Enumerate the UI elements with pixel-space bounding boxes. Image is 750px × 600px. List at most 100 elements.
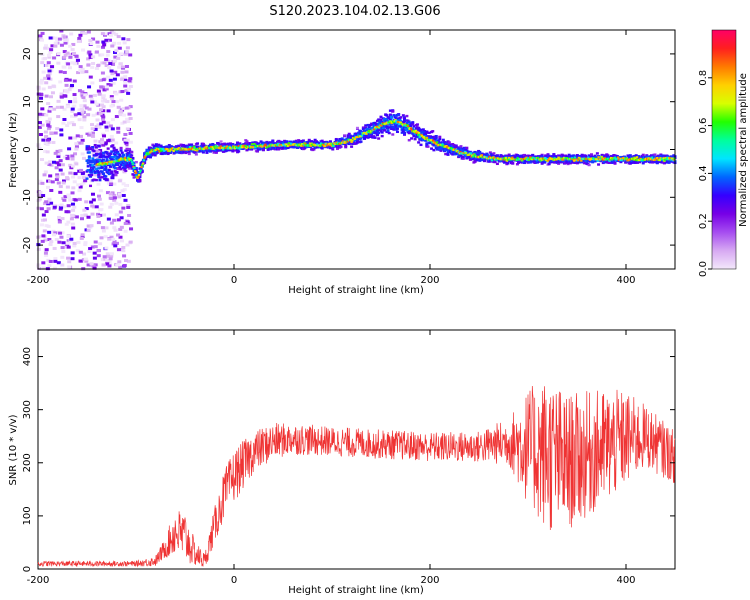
spectrogram-cell <box>75 249 80 253</box>
spectrogram-cell <box>125 138 130 142</box>
spectrogram-ridge-cell <box>445 144 448 147</box>
spectrogram-cell <box>45 138 50 142</box>
spectrogram-cell <box>120 160 124 163</box>
spectrogram-cell <box>79 126 84 130</box>
spectrogram-cell <box>407 131 411 135</box>
spectrogram-cell <box>112 196 117 200</box>
spectrogram-cell <box>112 218 117 222</box>
spectrogram-cell <box>93 172 98 176</box>
spectrogram-cell <box>109 182 114 186</box>
spectrogram-cell <box>367 132 371 135</box>
spectrogram-cell <box>40 61 45 65</box>
spectrogram-cell <box>102 98 107 102</box>
spectrogram-cell <box>101 158 105 161</box>
spectrogram-cell <box>123 75 128 79</box>
spectrogram-ridge-cell <box>127 157 131 160</box>
spectrogram-cell <box>123 132 128 136</box>
spectrogram-cell <box>92 166 96 169</box>
spectrogram-cell <box>81 181 86 185</box>
spectrogram-cell <box>116 167 121 171</box>
spectrogram-ridge-cell <box>289 144 292 147</box>
spectrogram-ridge-cell <box>209 147 212 150</box>
spectrogram-cell <box>105 167 110 171</box>
spectrogram-cell <box>111 31 116 35</box>
spectrogram-cell <box>107 172 111 176</box>
spectrogram-ridge-cell <box>329 144 332 147</box>
spectrogram-cell <box>403 131 407 135</box>
spectrogram-cell <box>655 161 659 165</box>
spectrogram-cell <box>108 180 113 184</box>
spectrogram-cell <box>307 138 311 142</box>
spectrogram-cell <box>504 160 508 164</box>
spectrogram-cell <box>79 236 84 240</box>
spectrogram-ridge-cell <box>409 127 413 130</box>
spectrogram-cell <box>92 149 96 153</box>
spectrogram-cell <box>53 151 58 155</box>
spectrogram-ridge-cell <box>395 120 398 123</box>
spectrogram-cell <box>111 63 116 67</box>
spectrogram-cell <box>268 147 272 151</box>
spectrogram-cell <box>61 181 66 185</box>
spectrogram-cell <box>374 123 378 126</box>
spectrogram-cell <box>106 121 111 125</box>
spectrogram-cell <box>149 146 153 150</box>
spectrogram-cell <box>117 179 122 183</box>
spectrogram-cell <box>89 42 94 46</box>
spectrogram-ridge-cell <box>536 156 540 159</box>
spectrogram-cell <box>90 123 95 127</box>
spectrogram-cell <box>90 192 95 196</box>
spectrogram-cell <box>116 163 120 166</box>
spectrogram-cell <box>47 162 52 166</box>
spectrogram-cell <box>116 263 121 267</box>
spectrogram-ridge-cell <box>414 129 418 132</box>
spectrogram-ridge-cell <box>540 157 543 160</box>
spectrogram-cell <box>597 163 601 166</box>
spectrogram-cell <box>116 35 121 39</box>
spectrogram-cell <box>90 212 95 216</box>
spectrogram-cell <box>82 208 87 212</box>
spectrogram-cell <box>120 121 125 125</box>
spectrogram-cell <box>36 87 41 91</box>
spectrogram-cell <box>405 121 409 125</box>
spectrogram-cell <box>53 259 58 263</box>
spectrogram-cell <box>137 177 141 181</box>
spectrogram-ridge-cell <box>154 149 157 152</box>
spectrogram-cell <box>69 166 74 170</box>
spectrogram-cell <box>118 210 123 214</box>
spectrogram-ridge-cell <box>333 143 337 146</box>
figure-title: S120.2023.104.02.13.G06 <box>269 4 440 19</box>
spectrogram-cell <box>86 113 91 117</box>
spectrogram-ridge-cell <box>138 171 142 174</box>
spectrogram-cell <box>371 127 375 130</box>
spectrogram-cell <box>122 254 127 258</box>
spectrogram-cell <box>114 213 119 217</box>
spectrogram-cell <box>109 235 114 239</box>
spectrogram-cell <box>401 121 405 124</box>
spectrogram-cell <box>238 142 242 145</box>
spectrogram-cell <box>105 258 110 262</box>
spectrogram-cell <box>361 126 365 129</box>
spectrogram-ridge-cell <box>144 154 147 157</box>
spectrogram-cell <box>48 77 53 81</box>
spectrogram-cell <box>101 120 106 124</box>
spectrogram-cell <box>89 184 93 188</box>
spectrogram-cell <box>121 65 126 69</box>
spectrogram-cell <box>78 250 83 254</box>
spectrogram-cell <box>123 221 128 225</box>
spectrogram-cell <box>273 147 277 151</box>
spectrogram-ridge-cell <box>249 146 252 149</box>
spectrogram-cell <box>106 59 111 63</box>
spectrogram-ridge-cell <box>525 156 528 159</box>
spectrogram-cell <box>101 213 106 217</box>
spectrogram-cell <box>44 210 49 214</box>
spectrogram-cell <box>109 162 114 166</box>
spectrogram-cell <box>69 237 74 241</box>
spectrogram-cell <box>101 40 106 44</box>
spectrogram-ridge-cell <box>147 152 150 155</box>
spectrogram-cell <box>87 131 92 135</box>
spectrogram-ridge-cell <box>268 145 271 148</box>
spectrogram-cell <box>41 113 46 117</box>
spectrogram-cell <box>46 74 51 78</box>
spectrogram-cell <box>427 131 431 135</box>
spectrogram-cell <box>100 176 104 179</box>
